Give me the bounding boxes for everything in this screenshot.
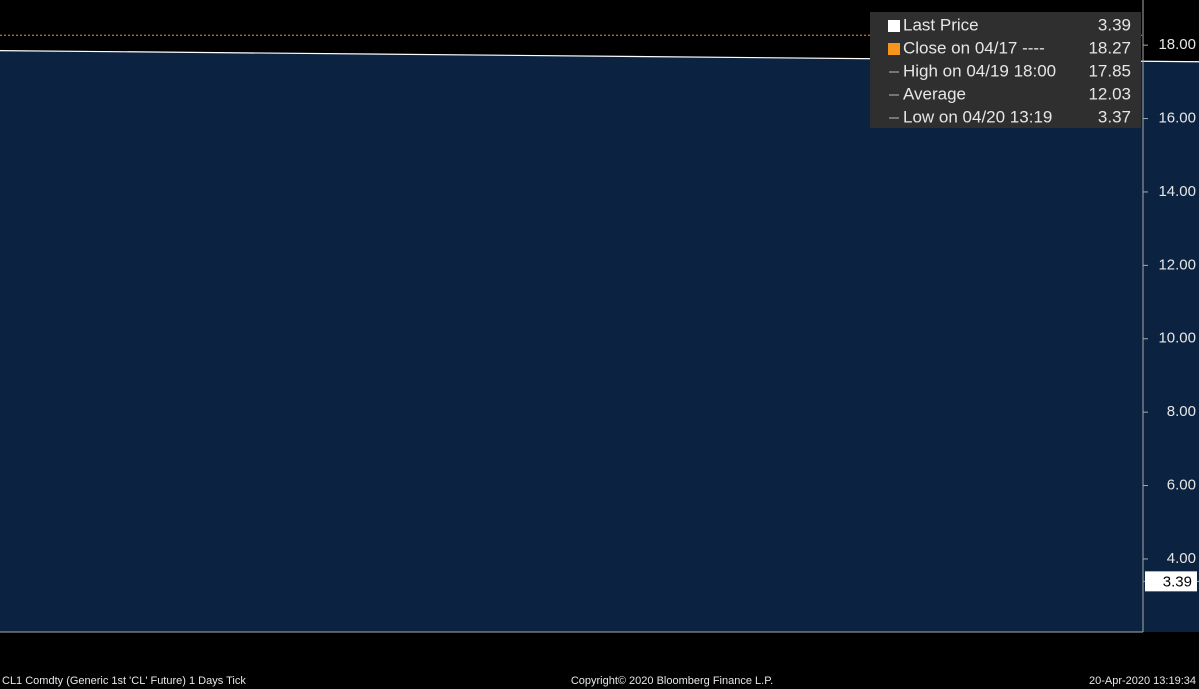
footer-center: Copyright© 2020 Bloomberg Finance L.P. xyxy=(571,675,773,687)
legend: Last Price 3.39 Close on 04/17 ---- 18.27 Hi… xyxy=(870,12,1141,128)
legend-value: 18.27 xyxy=(1088,38,1131,57)
y-tick-label: 4.00 xyxy=(1167,550,1196,567)
legend-value: 17.85 xyxy=(1088,61,1131,80)
legend-name: Last Price xyxy=(903,15,979,34)
y-tick-label: 6.00 xyxy=(1167,477,1196,494)
y-tick-label: 16.00 xyxy=(1158,110,1196,127)
legend-swatch xyxy=(888,20,900,32)
legend-value: 3.37 xyxy=(1098,107,1131,126)
footer-left: CL1 Comdty (Generic 1st 'CL' Future) 1 D… xyxy=(2,675,246,687)
legend-value: 3.39 xyxy=(1098,15,1131,34)
legend-swatch xyxy=(888,43,900,55)
legend-name: Average xyxy=(903,84,966,103)
footer-right: 20-Apr-2020 13:19:34 xyxy=(1089,675,1196,687)
legend-value: 12.03 xyxy=(1088,84,1131,103)
y-tick-label: 10.00 xyxy=(1158,330,1196,347)
y-tick-label: 12.00 xyxy=(1158,256,1196,273)
legend-box xyxy=(870,12,1141,128)
legend-name: Close on 04/17 ---- xyxy=(903,38,1045,57)
y-tick-label: 14.00 xyxy=(1158,183,1196,200)
legend-name: Low on 04/20 13:19 xyxy=(903,107,1052,126)
price-area xyxy=(0,50,1199,632)
y-tick-label: 18.00 xyxy=(1158,36,1196,53)
last-price-box xyxy=(1145,571,1197,592)
legend-name: High on 04/19 18:00 xyxy=(903,61,1056,80)
last-price-label: 3.39 xyxy=(1163,573,1192,590)
y-tick-label: 8.00 xyxy=(1167,403,1196,420)
